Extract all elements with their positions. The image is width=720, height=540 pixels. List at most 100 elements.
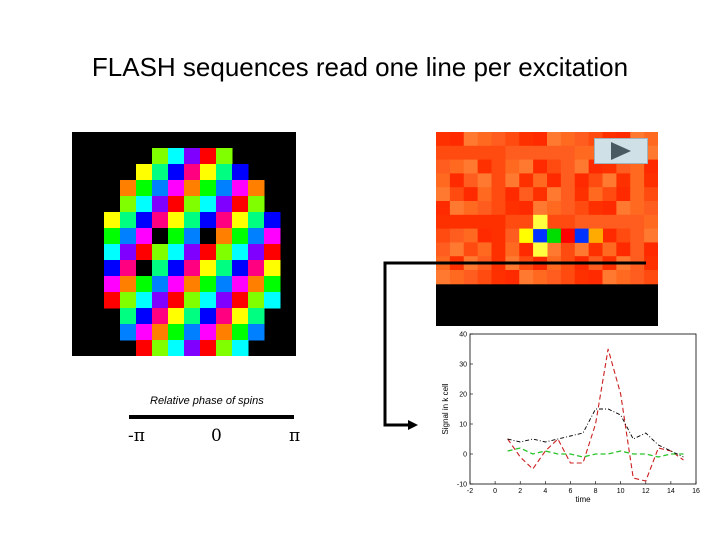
y-tick-label: 30: [459, 362, 467, 369]
phase-pixel: [232, 324, 249, 341]
kspace-pixel: [505, 242, 520, 257]
kspace-pixel: [547, 270, 562, 285]
kspace-pixel: [449, 187, 465, 202]
phase-pixel: [248, 260, 265, 277]
phase-pixel: [104, 212, 121, 229]
kspace-pixel: [519, 242, 534, 257]
phase-pixel: [120, 292, 137, 309]
kspace-pixel: [602, 201, 617, 216]
phase-pixel: [184, 180, 201, 197]
kspace-pixel: [477, 145, 492, 161]
kspace-pixel: [547, 187, 562, 202]
phase-pixel: [264, 228, 281, 245]
phase-pixel: [152, 244, 169, 261]
kspace-pixel: [560, 214, 576, 230]
kspace-pixel: [588, 201, 603, 216]
kspace-pixel: [463, 132, 479, 147]
kspace-pixel: [463, 201, 479, 216]
kspace-pixel: [449, 214, 465, 230]
phase-pixel: [248, 324, 265, 341]
phase-pixel: [184, 196, 201, 213]
phase-pixel: [232, 276, 249, 293]
phase-pixel: [200, 196, 217, 213]
x-tick-label: 14: [667, 488, 675, 495]
kspace-highlight-pixel: [519, 228, 534, 243]
kspace-highlight-pixel: [588, 228, 603, 243]
phase-pixel: [264, 244, 281, 261]
phase-pixel: [184, 260, 201, 277]
phase-pixel: [216, 244, 233, 261]
phase-pixel: [152, 212, 169, 229]
phase-pixel: [168, 196, 185, 213]
phase-pixel: [120, 180, 137, 197]
kspace-pixel: [519, 187, 534, 202]
phase-pixel: [120, 212, 137, 229]
phase-pixel: [168, 260, 185, 277]
kspace-pixel: [436, 228, 451, 243]
kspace-pixel: [533, 159, 548, 174]
kspace-pixel: [560, 159, 576, 174]
kspace-pixel: [616, 214, 631, 230]
kspace-pixel: [477, 201, 492, 216]
phase-pixel: [168, 292, 185, 309]
x-tick-label: 10: [617, 488, 625, 495]
phase-pixel: [168, 148, 185, 165]
x-tick-label: 2: [518, 488, 522, 495]
kspace-pixel: [463, 187, 479, 202]
phase-pixel: [248, 180, 265, 197]
phase-pixel: [120, 196, 137, 213]
kspace-pixel: [602, 214, 617, 230]
phase-pixel: [104, 260, 121, 277]
kspace-pixel: [574, 242, 590, 257]
phase-pixel: [104, 292, 121, 309]
kspace-pixel: [602, 270, 617, 285]
phase-pixel: [200, 260, 217, 277]
kspace-pixel: [602, 228, 617, 243]
kspace-pixel: [477, 242, 492, 257]
phase-pixel: [216, 340, 233, 357]
kspace-pixel: [533, 270, 548, 285]
phase-pixel: [184, 148, 201, 165]
kspace-pixel: [505, 145, 520, 161]
phase-pixel: [136, 228, 153, 245]
kspace-pixel: [644, 270, 659, 285]
phase-pixel: [248, 244, 265, 261]
kspace-pixel: [491, 270, 506, 285]
phase-pixel: [136, 164, 153, 181]
kspace-pixel: [463, 214, 479, 230]
kspace-pixel: [560, 145, 576, 161]
phase-pixel: [152, 324, 169, 341]
kspace-pixel: [505, 187, 520, 202]
phase-pixel: [152, 228, 169, 245]
kspace-pixel: [491, 132, 506, 147]
kspace-highlight-pixel: [533, 214, 548, 230]
phase-pixel: [136, 292, 153, 309]
kspace-pixel: [574, 201, 590, 216]
kspace-pixel: [630, 228, 645, 243]
kspace-pixel: [449, 159, 465, 174]
kspace-pixel: [547, 173, 562, 188]
phase-pixel: [104, 228, 121, 245]
phase-pixel: [216, 276, 233, 293]
phase-pixel: [120, 260, 137, 277]
kspace-pixel: [574, 270, 590, 285]
phase-pixel: [200, 212, 217, 229]
phase-pixel: [168, 212, 185, 229]
phase-pixel: [168, 324, 185, 341]
phase-pixel: [184, 324, 201, 341]
phase-pixel: [136, 212, 153, 229]
kspace-pixel: [477, 187, 492, 202]
kspace-pixel: [588, 214, 603, 230]
phase-pixel: [120, 228, 137, 245]
phase-pixel: [120, 308, 137, 325]
kspace-pixel: [477, 228, 492, 243]
series-line-green-dashed: [507, 447, 684, 458]
kspace-pixel: [547, 159, 562, 174]
phase-pixel: [200, 180, 217, 197]
series-line-black-dashed: [507, 408, 684, 458]
play-button[interactable]: [594, 138, 648, 164]
kspace-pixel: [574, 159, 590, 174]
kspace-pixel: [519, 145, 534, 161]
kspace-pixel: [533, 173, 548, 188]
phase-tick-pi: π: [289, 426, 301, 446]
